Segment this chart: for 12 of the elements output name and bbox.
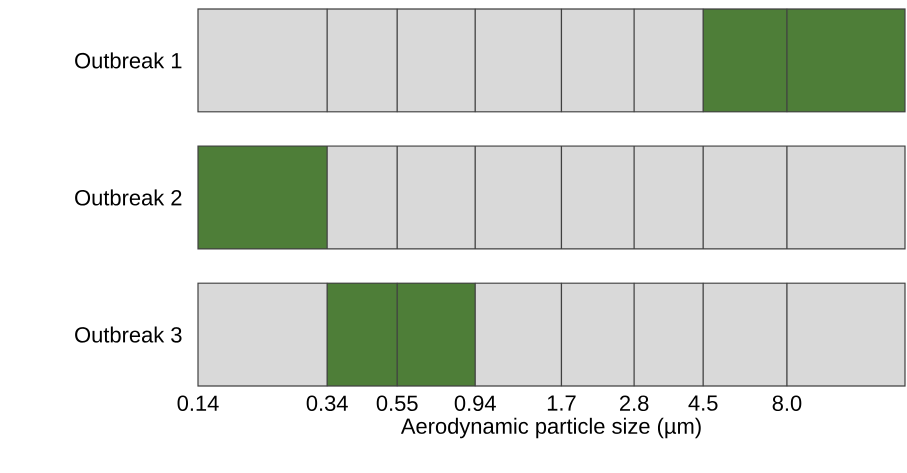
x-tick-label: 0.94 [454, 395, 496, 412]
x-tick-label: 4.5 [688, 395, 718, 411]
x-tick-label: 0.14 [178, 395, 219, 412]
x-axis-title: Aerodynamic particle size (µm) [400, 418, 701, 438]
x-tick-label: 1.7 [548, 395, 576, 411]
x-tick-label: 0.34 [306, 395, 348, 412]
x-tick-label: 8.0 [772, 395, 802, 412]
y-tick-label: Outbreak 1 [75, 52, 182, 68]
y-tick-label: Outbreak 3 [75, 326, 182, 343]
y-tick-label: Outbreak 2 [75, 189, 182, 206]
x-tick-label: 0.55 [376, 395, 418, 412]
x-tick-label: 2.8 [620, 395, 648, 412]
